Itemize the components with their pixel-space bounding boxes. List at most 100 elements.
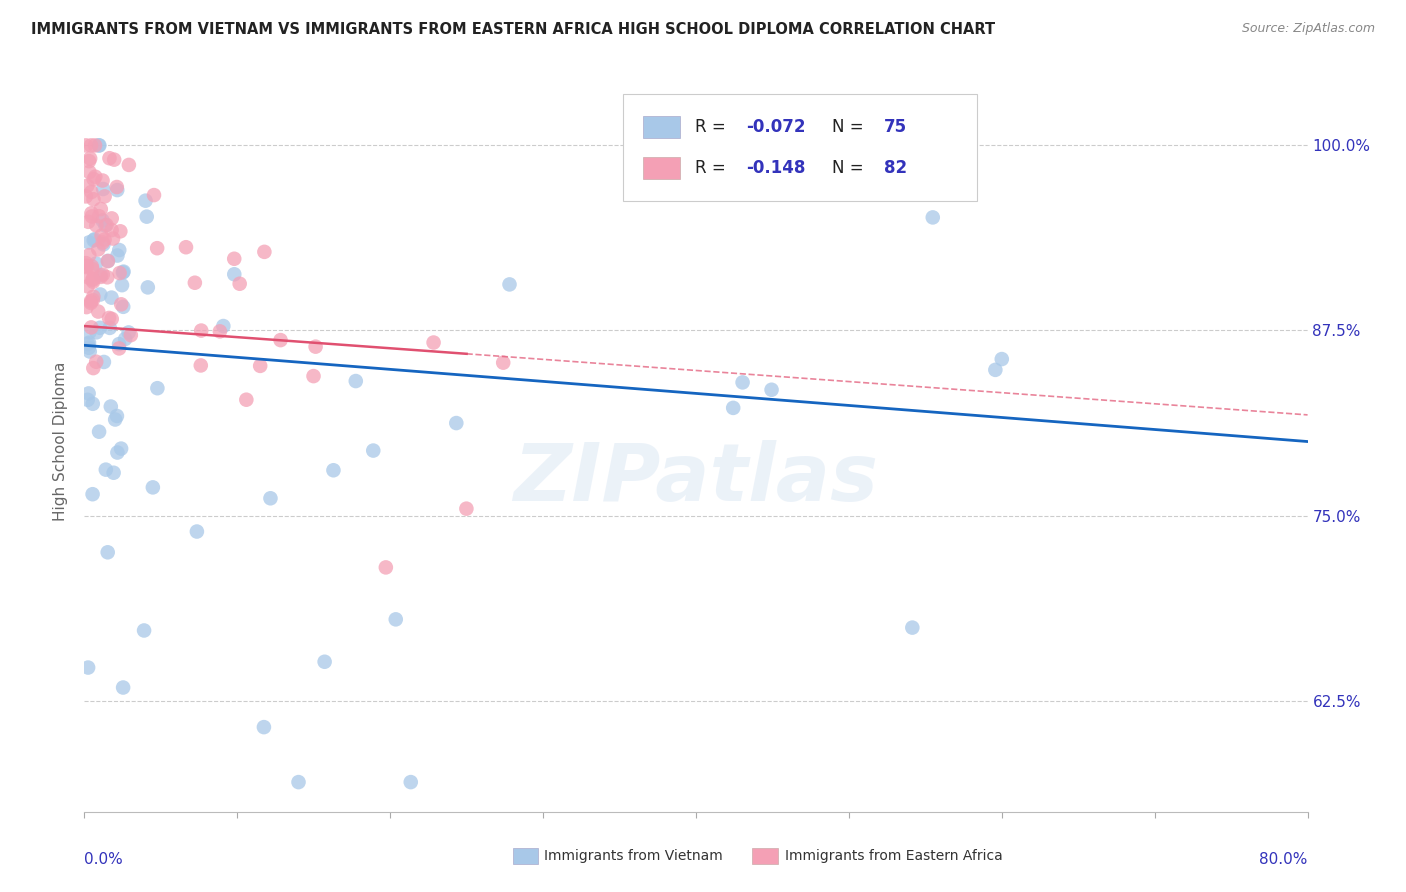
- Point: [80, 138, 103, 153]
- Point: [103, 153, 125, 167]
- Point: [93, 233, 115, 247]
- Point: [76, 300, 98, 314]
- Point: [100, 400, 122, 414]
- Point: [422, 335, 444, 350]
- Point: [110, 297, 132, 311]
- Point: [228, 277, 250, 291]
- Point: [84, 355, 107, 369]
- Point: [921, 211, 943, 225]
- Point: [75, 138, 97, 153]
- Point: [731, 376, 754, 390]
- Point: [82, 262, 104, 277]
- Point: [80, 206, 103, 220]
- Point: [83, 233, 105, 247]
- Point: [76, 259, 98, 273]
- Text: 75: 75: [884, 118, 907, 136]
- Point: [79, 326, 101, 340]
- Point: [82, 293, 104, 307]
- Point: [259, 491, 281, 506]
- Point: [399, 775, 422, 789]
- Point: [96, 270, 118, 285]
- Point: [344, 374, 367, 388]
- Point: [83, 232, 105, 246]
- Point: [94, 463, 117, 477]
- Point: [87, 138, 110, 153]
- Text: 82: 82: [884, 159, 907, 177]
- Point: [901, 621, 924, 635]
- Point: [87, 209, 110, 223]
- Point: [190, 359, 212, 373]
- Point: [82, 272, 104, 286]
- Text: -0.148: -0.148: [747, 159, 806, 177]
- Point: [77, 235, 100, 250]
- Point: [89, 138, 111, 153]
- Point: [93, 237, 115, 252]
- Point: [77, 660, 100, 674]
- Point: [97, 254, 120, 268]
- Point: [75, 189, 97, 203]
- Point: [302, 369, 325, 384]
- Point: [96, 218, 118, 232]
- Point: [146, 241, 169, 255]
- Point: [174, 240, 197, 254]
- Point: [82, 192, 104, 206]
- Text: IMMIGRANTS FROM VIETNAM VS IMMIGRANTS FROM EASTERN AFRICA HIGH SCHOOL DIPLOMA CO: IMMIGRANTS FROM VIETNAM VS IMMIGRANTS FR…: [31, 22, 995, 37]
- Point: [80, 210, 103, 224]
- Point: [76, 260, 98, 275]
- Point: [101, 231, 124, 245]
- Point: [75, 256, 97, 270]
- Point: [110, 224, 132, 238]
- Point: [100, 223, 122, 237]
- Point: [76, 392, 98, 407]
- Point: [98, 151, 121, 165]
- Point: [103, 466, 125, 480]
- Point: [82, 397, 104, 411]
- Point: [224, 267, 246, 281]
- Point: [90, 269, 112, 284]
- Point: [100, 312, 122, 326]
- Point: [84, 169, 107, 184]
- Point: [446, 416, 468, 430]
- Point: [142, 480, 165, 494]
- Point: [249, 359, 271, 373]
- Point: [86, 326, 108, 340]
- Point: [190, 324, 212, 338]
- Point: [105, 183, 128, 197]
- Point: [77, 154, 100, 169]
- Point: [87, 425, 110, 439]
- Point: [304, 340, 326, 354]
- Point: [110, 442, 132, 456]
- Point: [135, 194, 157, 208]
- Point: [77, 341, 100, 355]
- FancyBboxPatch shape: [644, 156, 681, 178]
- Point: [270, 333, 292, 347]
- Point: [98, 321, 121, 335]
- Point: [82, 290, 104, 304]
- Point: [108, 337, 131, 351]
- Point: [91, 182, 114, 196]
- Point: [224, 252, 246, 266]
- Point: [253, 720, 276, 734]
- Point: [77, 386, 100, 401]
- Point: [77, 270, 100, 285]
- Point: [112, 300, 135, 314]
- Point: [111, 278, 134, 293]
- Point: [108, 266, 131, 280]
- Text: N =: N =: [832, 118, 869, 136]
- Point: [77, 215, 100, 229]
- Point: [84, 138, 107, 153]
- Point: [984, 363, 1007, 377]
- Text: 80.0%: 80.0%: [1260, 853, 1308, 867]
- Point: [79, 165, 101, 179]
- Point: [105, 409, 128, 423]
- Point: [146, 381, 169, 395]
- Point: [105, 180, 128, 194]
- Point: [117, 326, 139, 340]
- Point: [82, 273, 104, 287]
- Point: [80, 320, 103, 334]
- Point: [107, 248, 129, 262]
- Text: 0.0%: 0.0%: [84, 853, 124, 867]
- Point: [80, 185, 103, 199]
- Point: [82, 487, 104, 501]
- Point: [91, 235, 114, 250]
